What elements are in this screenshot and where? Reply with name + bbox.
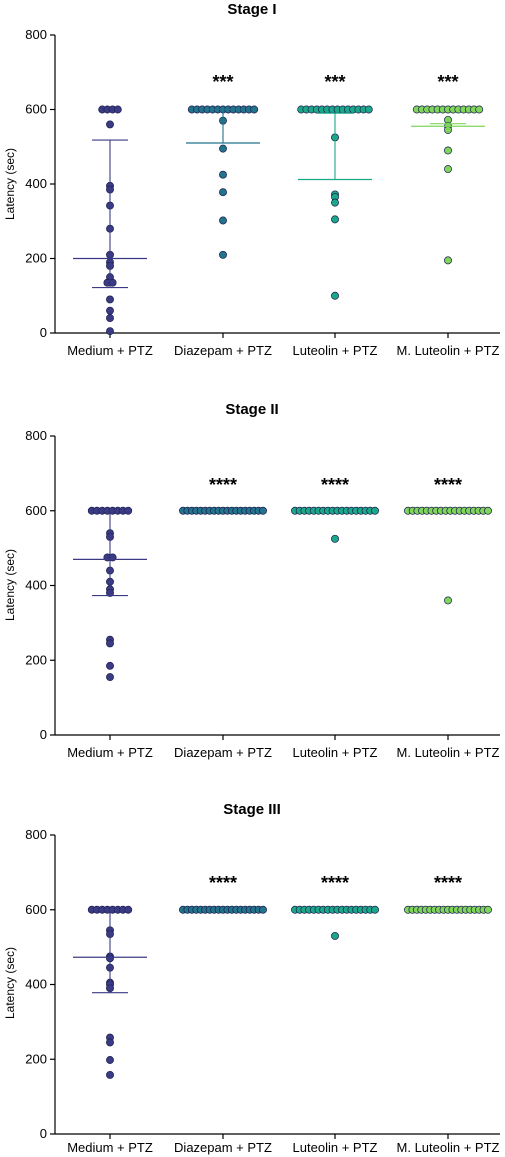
y-tick-label: 800 xyxy=(25,27,47,42)
group-3: **** xyxy=(291,475,379,543)
significance-label: **** xyxy=(209,873,237,893)
data-point xyxy=(484,506,492,515)
y-tick-label: 800 xyxy=(25,428,47,443)
y-axis-label: Latency (sec) xyxy=(3,549,17,621)
data-point xyxy=(219,170,227,179)
y-tick-label: 400 xyxy=(25,977,47,992)
y-tick-label: 200 xyxy=(25,251,47,266)
y-tick-label: 0 xyxy=(40,325,47,340)
data-point xyxy=(331,198,339,207)
data-point xyxy=(219,144,227,153)
significance-label: **** xyxy=(321,475,349,495)
category-label: Medium + PTZ xyxy=(67,745,153,760)
category-label: M. Luteolin + PTZ xyxy=(397,343,500,358)
data-point xyxy=(106,673,114,682)
y-tick-label: 600 xyxy=(25,102,47,117)
data-point xyxy=(219,216,227,225)
data-point xyxy=(250,105,259,114)
data-point xyxy=(219,250,227,259)
y-tick-label: 200 xyxy=(25,1051,47,1066)
data-point xyxy=(444,596,452,605)
category-label: M. Luteolin + PTZ xyxy=(397,1140,500,1155)
stage-3-chart-svg: Stage III Latency (sec) 0 200 400 600 800 Med… xyxy=(3,801,500,1155)
significance-label: **** xyxy=(434,475,462,495)
y-tick-label: 600 xyxy=(25,902,47,917)
y-tick-label: 800 xyxy=(25,827,47,842)
category-label: Medium + PTZ xyxy=(67,1140,153,1155)
chart-title: Stage III xyxy=(223,801,281,818)
data-point xyxy=(331,931,339,940)
significance-label: **** xyxy=(321,873,349,893)
y-axis-label: Latency (sec) xyxy=(3,947,17,1019)
data-point xyxy=(106,120,114,129)
significance-label: *** xyxy=(324,72,345,92)
significance-label: **** xyxy=(434,873,462,893)
category-label: Luteolin + PTZ xyxy=(293,1140,378,1155)
data-point xyxy=(219,188,227,197)
data-point xyxy=(444,165,452,174)
data-point xyxy=(364,105,373,114)
data-point xyxy=(106,295,114,304)
y-tick-label: 0 xyxy=(40,1126,47,1141)
y-tick-label: 200 xyxy=(25,652,47,667)
data-point xyxy=(331,215,339,224)
data-point xyxy=(106,639,114,648)
group-1 xyxy=(73,905,147,1079)
data-point xyxy=(331,534,339,543)
data-point xyxy=(371,506,379,515)
group-2: *** xyxy=(186,72,260,259)
significance-label: **** xyxy=(209,475,237,495)
group-1 xyxy=(73,105,147,336)
group-4: **** xyxy=(404,475,492,605)
data-point xyxy=(106,306,114,315)
chart-title: Stage I xyxy=(227,1,276,18)
significance-label: *** xyxy=(212,72,233,92)
group-4: **** xyxy=(404,873,492,914)
group-4: *** xyxy=(411,72,485,265)
data-point xyxy=(106,314,114,323)
stage-1-chart-svg: Stage I Latency (sec) 0 200 400 600 800 Mediu… xyxy=(3,1,500,358)
category-label: Diazepam + PTZ xyxy=(174,745,272,760)
group-3: **** xyxy=(291,873,379,940)
data-point xyxy=(106,1056,114,1064)
stage-2-chart-svg: Stage II Latency (sec) 0 200 400 600 800 Medi… xyxy=(3,401,500,760)
group-1 xyxy=(73,506,147,682)
data-point xyxy=(106,1038,114,1047)
y-tick-label: 400 xyxy=(25,578,47,593)
data-point xyxy=(331,291,339,300)
data-point xyxy=(484,905,492,914)
data-point xyxy=(444,126,452,134)
data-point xyxy=(475,105,484,114)
category-label: Luteolin + PTZ xyxy=(293,745,378,760)
data-point xyxy=(106,661,114,670)
y-tick-label: 0 xyxy=(40,727,47,742)
group-2: **** xyxy=(179,475,267,515)
y-tick-label: 600 xyxy=(25,503,47,518)
data-point xyxy=(108,278,117,287)
category-label: Diazepam + PTZ xyxy=(174,343,272,358)
data-point xyxy=(259,506,267,515)
data-point xyxy=(113,105,122,114)
category-label: Luteolin + PTZ xyxy=(293,343,378,358)
category-label: M. Luteolin + PTZ xyxy=(397,745,500,760)
significance-label: *** xyxy=(437,72,458,92)
data-point xyxy=(259,905,267,914)
y-axis-label: Latency (sec) xyxy=(3,148,17,220)
stage-3-chart: Stage III Latency (sec) 0 200 400 600 800 Med… xyxy=(0,796,505,1157)
data-point xyxy=(444,146,452,155)
y-tick-label: 400 xyxy=(25,176,47,191)
stage-1-chart: Stage I Latency (sec) 0 200 400 600 800 Mediu… xyxy=(0,0,505,372)
data-point xyxy=(106,1070,114,1079)
group-3: *** xyxy=(297,72,373,300)
data-point xyxy=(106,327,114,336)
category-label: Diazepam + PTZ xyxy=(174,1140,272,1155)
data-point xyxy=(371,905,379,914)
chart-title: Stage II xyxy=(225,401,278,418)
category-label: Medium + PTZ xyxy=(67,343,153,358)
data-point xyxy=(444,256,452,265)
group-2: **** xyxy=(179,873,267,914)
stage-2-chart: Stage II Latency (sec) 0 200 400 600 800 Medi… xyxy=(0,398,505,774)
